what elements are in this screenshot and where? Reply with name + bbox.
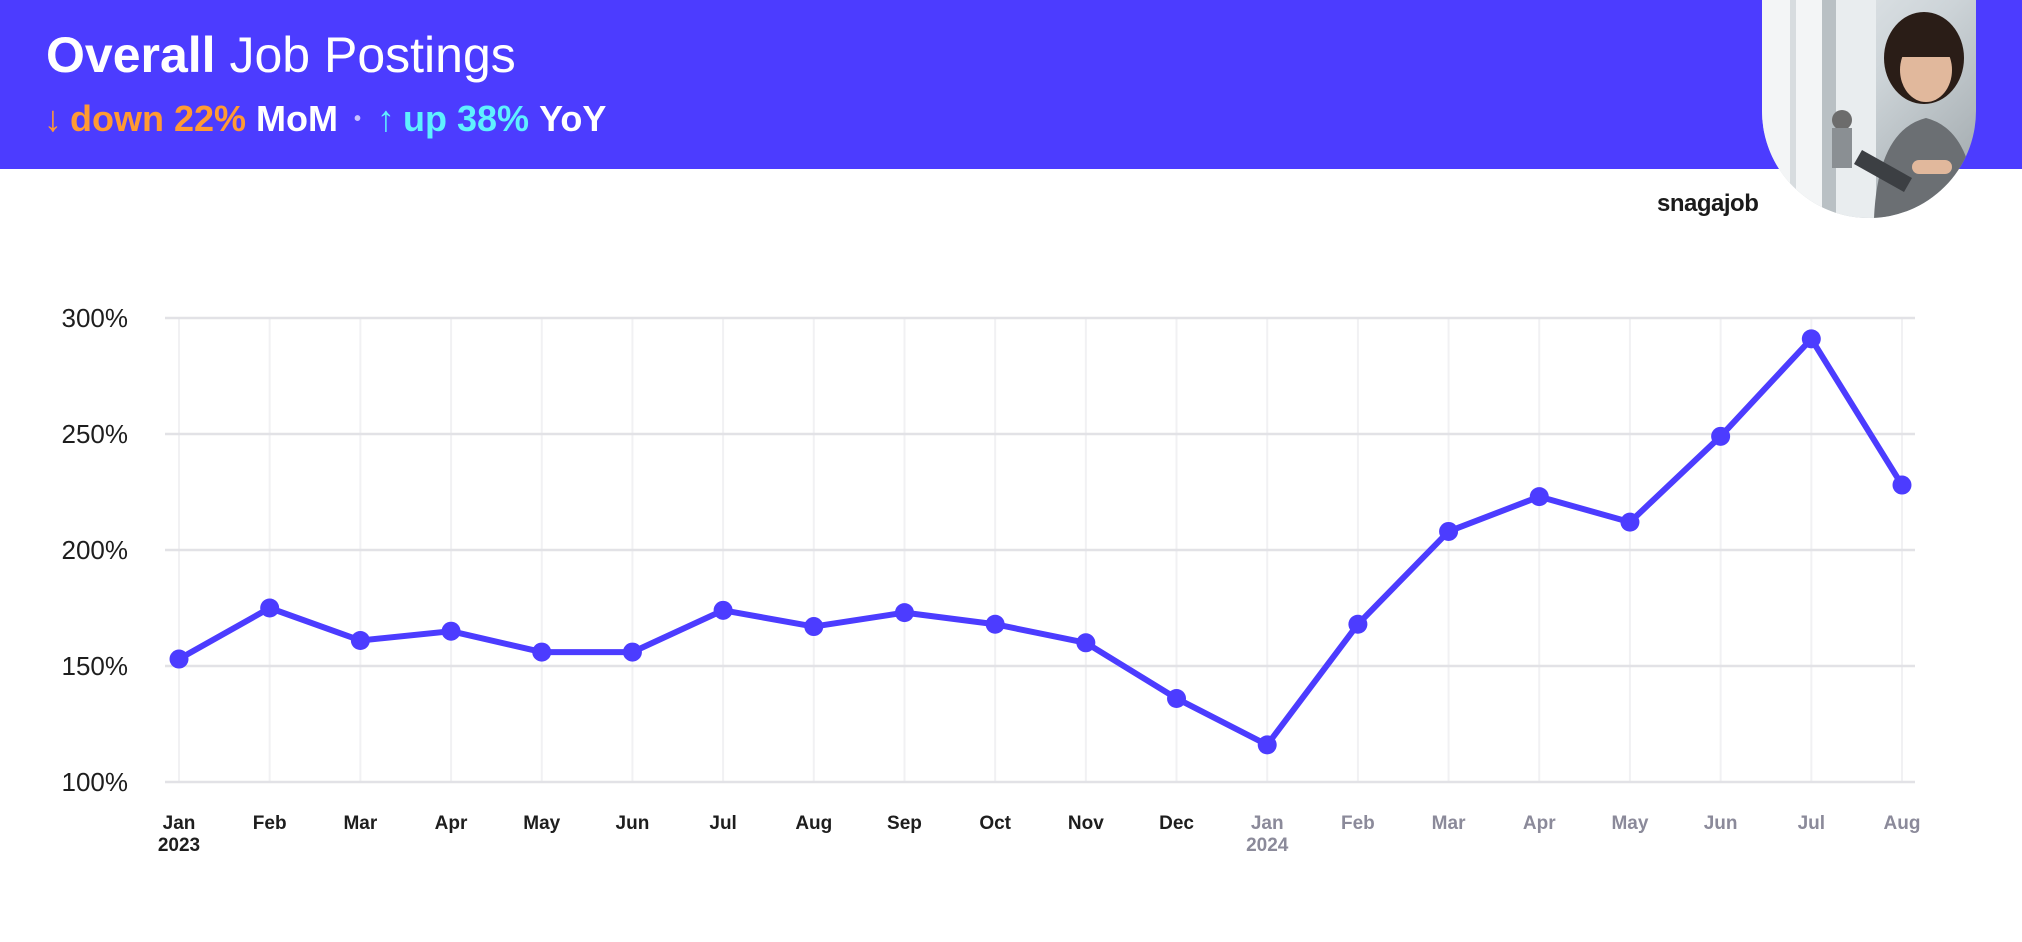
x-tick-label: May: [523, 813, 560, 834]
data-point: [1348, 614, 1368, 634]
x-tick-year-label: 2024: [1246, 835, 1289, 856]
data-point: [985, 614, 1005, 634]
data-point: [260, 598, 280, 618]
mom-change: down 22%: [70, 98, 247, 139]
x-tick-year-label: 2023: [158, 835, 200, 856]
title-bold: Overall: [46, 27, 216, 83]
snagajob-logo: snagajob: [1657, 190, 1759, 217]
mom-label: MoM: [256, 98, 338, 139]
x-tick-label: Jul: [709, 813, 736, 834]
x-tick-label: Jul: [1798, 813, 1825, 834]
y-tick-label: 250%: [62, 419, 129, 449]
arrow-up-icon: ↑: [377, 98, 396, 139]
change-summary: ↓ down 22% MoM • ↑ up 38% YoY: [44, 98, 606, 140]
x-tick-label: Apr: [435, 813, 468, 834]
data-point: [894, 603, 914, 623]
person-photo: [1762, 0, 1976, 218]
data-point: [1711, 426, 1731, 446]
x-tick-label: Apr: [1523, 813, 1556, 834]
x-tick-label: Oct: [979, 813, 1011, 834]
separator-dot: •: [354, 107, 362, 130]
header-banner: Overall Job Postings ↓ down 22% MoM • ↑ …: [0, 0, 2022, 169]
x-tick-label: Nov: [1068, 813, 1104, 834]
x-tick-label: Jan: [1251, 813, 1284, 834]
x-tick-label: Feb: [253, 813, 287, 834]
yoy-change: up 38%: [403, 98, 530, 139]
data-point: [169, 649, 189, 669]
data-point: [1620, 512, 1640, 532]
x-tick-label: Aug: [795, 813, 832, 834]
data-point: [1801, 329, 1821, 349]
y-tick-label: 200%: [62, 535, 129, 565]
yoy-label: YoY: [539, 98, 607, 139]
x-tick-label: May: [1611, 813, 1648, 834]
x-tick-label: Mar: [343, 813, 377, 834]
page-title: Overall Job Postings: [46, 26, 516, 84]
y-tick-label: 150%: [62, 651, 129, 681]
y-tick-label: 100%: [62, 767, 129, 797]
data-point: [713, 600, 733, 620]
data-point: [622, 642, 642, 662]
data-point: [532, 642, 552, 662]
x-tick-label: Jun: [1704, 813, 1738, 834]
data-point: [441, 621, 461, 641]
x-tick-label: Aug: [1884, 813, 1921, 834]
data-point: [1257, 735, 1277, 755]
data-point: [804, 617, 824, 637]
data-point: [1892, 475, 1912, 495]
x-tick-label: Jun: [616, 813, 650, 834]
x-tick-label: Sep: [887, 813, 922, 834]
series-line: [176, 335, 1905, 748]
data-point: [1439, 521, 1459, 541]
y-axis: 100% 150% 200% 250% 300%: [62, 303, 129, 797]
data-point: [1076, 633, 1096, 653]
data-point: [1529, 487, 1549, 507]
data-point: [1167, 688, 1187, 708]
x-tick-label: Jan: [163, 813, 196, 834]
title-rest: Job Postings: [229, 27, 516, 83]
arrow-down-icon: ↓: [44, 98, 62, 139]
x-tick-label: Feb: [1341, 813, 1375, 834]
series-group: [169, 329, 1912, 755]
chart-grid: [165, 316, 1915, 784]
x-tick-label: Mar: [1432, 813, 1466, 834]
x-tick-label: Dec: [1159, 813, 1194, 834]
y-tick-label: 300%: [62, 303, 129, 333]
data-point: [350, 630, 370, 650]
